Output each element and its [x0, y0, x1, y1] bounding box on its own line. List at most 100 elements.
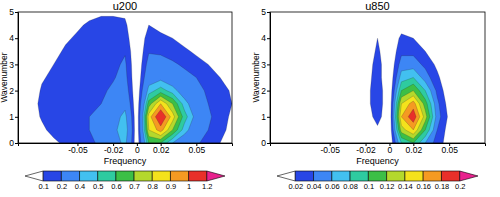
colorbar-tick: 0.1 [364, 181, 374, 191]
colorbar-tick-label: 0.4 [75, 182, 85, 191]
y-tick-mark [15, 12, 18, 13]
colorbar-tick: 0.9 [166, 181, 176, 191]
colorbar-tick-label: 0.7 [129, 182, 139, 191]
x-tick-label: 0.05 [441, 145, 458, 155]
x-tick: 0.02 [153, 143, 170, 155]
colorbar-box [314, 171, 332, 181]
colorbar-tick: 0.08 [343, 181, 358, 191]
x-tick: 0 [388, 143, 393, 155]
colorbar-tick-label: 1 [187, 182, 191, 191]
x-tick-label: -0.05 [321, 145, 341, 155]
y-tick-mark [15, 64, 18, 65]
colorbar-tick: 1.2 [202, 181, 212, 191]
contour-band [408, 109, 416, 122]
y-tick-mark [267, 117, 270, 118]
y-tick-label: 3 [261, 60, 266, 70]
colorbar-tick-label: 0.9 [166, 182, 176, 191]
x-axis-title: Frequency [356, 156, 399, 166]
colorbar-tick-label: 0.5 [93, 182, 103, 191]
y-tick-label: 4 [9, 33, 14, 43]
contour-band [148, 100, 174, 136]
colorbar-box [152, 171, 170, 181]
colorbar-tick-label: 0.1 [364, 182, 374, 191]
y-tick-mark [15, 91, 18, 92]
y-tick-label: 2 [261, 86, 266, 96]
colorbar-tick: 0.2 [455, 181, 465, 191]
colorbar-tick-label: 0.6 [111, 182, 121, 191]
colorbar-tick-label: 0.08 [343, 182, 358, 191]
x-tick: 0.02 [406, 143, 423, 155]
y-axis-title: Wavenumber [251, 52, 261, 102]
contour-band [145, 92, 182, 143]
colorbar-tick: 0.04 [307, 181, 322, 191]
colorbar-box [98, 171, 116, 181]
title: u200 [113, 0, 137, 12]
y-tick: 4 [261, 33, 270, 43]
plot-area [370, 34, 447, 143]
y-tick: 3 [9, 60, 18, 70]
colorbar-box [368, 171, 386, 181]
figure: -0.05 -0.02 0 0.02 0.05 0 1 2 3 4 5 u200 Frequency Wa… [0, 0, 500, 197]
contour-band [155, 110, 166, 126]
y-tick: 1 [9, 112, 18, 122]
x-axis: -0.05 -0.02 0 0.02 0.05 [271, 143, 486, 155]
colorbar-tick-label: 1.2 [202, 182, 212, 191]
y-axis-line [267, 13, 271, 144]
colorbar-box [134, 171, 152, 181]
colorbar-box [277, 171, 295, 181]
contour-band [89, 53, 211, 143]
y-tick: 2 [9, 86, 18, 96]
y-tick-label: 0 [261, 138, 266, 148]
colorbar-box [43, 171, 61, 181]
plot-area [38, 16, 232, 143]
y-tick: 0 [9, 138, 18, 148]
colorbar-tick-label: 0.04 [307, 182, 322, 191]
colorbar-box [423, 171, 441, 181]
colorbar-tick: 0.16 [416, 181, 431, 191]
colorbar-tick: 0.12 [380, 181, 395, 191]
x-tick-label: 0.02 [406, 145, 423, 155]
x-axis-title: Frequency [104, 156, 147, 166]
colorbar-tick: 0.4 [75, 181, 85, 191]
y-tick-label: 1 [261, 112, 266, 122]
y-tick-label: 2 [9, 86, 14, 96]
colorbar-box [350, 171, 368, 181]
y-tick: 4 [9, 33, 18, 43]
y-tick-mark [15, 117, 18, 118]
x-tick: 0.05 [189, 143, 206, 155]
y-tick: 1 [261, 112, 270, 122]
colorbar-box [405, 171, 423, 181]
contour-band [395, 78, 432, 144]
x-tick-label: 0 [135, 145, 140, 155]
x-tick-label: 0.05 [189, 145, 206, 155]
y-tick-mark [267, 64, 270, 65]
contour-band [151, 104, 170, 132]
colorbar-tick: 0.7 [129, 181, 139, 191]
x-tick: 0.05 [441, 143, 458, 155]
y-axis-line [15, 13, 19, 144]
contour-band [370, 34, 447, 143]
colorbar-box [25, 171, 43, 181]
colorbar-axis: 0.10.20.40.50.60.70.80.911.2 [38, 181, 212, 191]
contour-band [397, 84, 430, 143]
panel: -0.05-0.0200.020.05012345u200FrequencyWa… [0, 0, 238, 191]
colorbar-tick: 0.6 [111, 181, 121, 191]
y-tick: 5 [261, 7, 270, 17]
y-tick-label: 4 [261, 33, 266, 43]
colorbar-tick: 0.1 [38, 181, 48, 191]
colorbar-box [332, 171, 350, 181]
contour-band [147, 96, 179, 139]
colorbar-box [61, 171, 79, 181]
contour-band [394, 69, 436, 143]
y-tick-mark [15, 143, 18, 144]
contour-band [144, 87, 188, 143]
colorbar-box [460, 171, 478, 181]
x-tick-label: -0.05 [68, 145, 88, 155]
colorbar-box [80, 171, 98, 181]
colorbar-tick-label: 0.06 [325, 182, 340, 191]
colorbar-axis: 0.020.040.060.080.10.120.140.160.180.2 [288, 181, 465, 191]
x-tick: -0.02 [356, 143, 376, 155]
colorbar-tick-label: 0.02 [288, 182, 303, 191]
y-tick-label: 5 [261, 7, 266, 17]
colorbar-tick-label: 0.8 [148, 182, 158, 191]
